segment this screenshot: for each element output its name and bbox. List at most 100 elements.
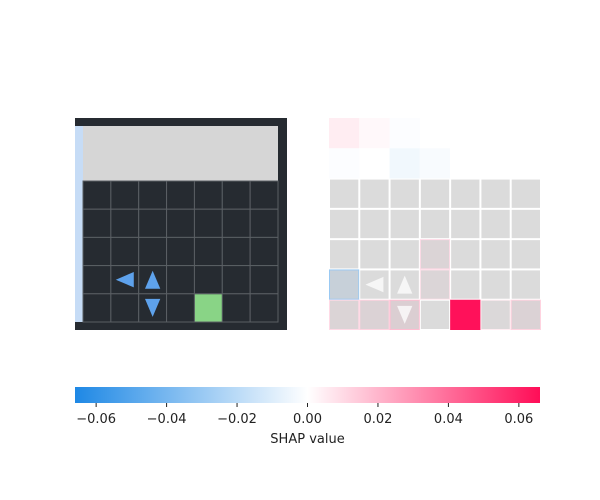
colorbar-tick-label: −0.04 (147, 412, 187, 427)
shap-cell-overlay (481, 240, 510, 269)
shap-cell-overlay (451, 301, 479, 329)
colorbar-tick-label: 0.04 (434, 412, 463, 427)
shap-cell (329, 118, 360, 149)
grid-cell (221, 180, 251, 210)
grid-cell (110, 293, 140, 323)
shap-cell (480, 118, 511, 149)
grid-cell (138, 180, 168, 210)
shap-cell-overlay (390, 240, 419, 269)
shap-cell (389, 148, 420, 179)
shap-arrows (365, 275, 413, 324)
goal-cell (194, 294, 222, 322)
shap-cell-overlay (330, 209, 359, 239)
grid-cell (82, 293, 112, 323)
grid-cell (249, 293, 279, 323)
colorbar-label: SHAP value (270, 432, 344, 447)
shap-panel (329, 118, 541, 330)
shap-cell-overlay (390, 179, 419, 208)
grid-cell (166, 293, 195, 323)
observation-panel (75, 118, 287, 330)
shap-cell-overlay (481, 300, 510, 329)
shap-cell-overlay (481, 179, 510, 208)
grid-cell (82, 265, 112, 295)
colorbar: −0.06 −0.04 −0.02 0.00 0.02 0.04 0.06 SHAP val… (75, 387, 540, 447)
shap-cell-overlay (451, 209, 480, 239)
shap-cell (419, 148, 451, 179)
shap-cell-overlay (420, 240, 450, 269)
shap-cell (359, 148, 390, 179)
grid-cell (193, 236, 223, 267)
shap-cell-overlay (451, 270, 480, 299)
grid-cell (249, 265, 279, 295)
shap-cell-overlay (330, 270, 359, 299)
shap-arrow-up-icon (397, 275, 413, 294)
agent-arrows (115, 270, 161, 317)
shap-cells (329, 118, 541, 330)
grid-cell (82, 208, 112, 238)
shap-cell-overlay (511, 300, 540, 329)
shap-cell (510, 148, 541, 179)
grid-cell (221, 208, 251, 238)
colorbar-tick-label: −0.06 (76, 412, 116, 427)
shap-cell-overlay (451, 179, 480, 208)
shap-cell (419, 118, 451, 149)
shap-cell (480, 148, 511, 179)
shap-cell-overlay (420, 300, 450, 329)
shap-cell-overlay (511, 270, 540, 299)
grid-cell (138, 236, 168, 267)
shap-cell-overlay (511, 179, 540, 208)
observation-left-strip (75, 126, 83, 322)
arrow-up-icon (144, 270, 161, 289)
shap-cell (329, 148, 360, 179)
shap-cell-overlay (390, 209, 419, 239)
grid-cell (110, 180, 140, 210)
grid-cell (193, 180, 223, 210)
grid-cell (110, 208, 140, 238)
grid-cell (193, 265, 223, 295)
grid-cell (166, 265, 195, 295)
shap-arrow-left-icon (365, 276, 384, 293)
grid-cell (193, 208, 223, 238)
shap-cell-overlay (330, 240, 359, 269)
shap-cell-overlay (330, 179, 359, 208)
grid-cell (249, 180, 279, 210)
grid-cell (221, 293, 251, 323)
shap-cell-overlay (360, 240, 389, 269)
shap-cell (450, 299, 481, 330)
shap-cell-overlay (511, 209, 540, 239)
shap-cell-overlay (420, 209, 450, 239)
grid-cell (166, 236, 195, 267)
shap-arrow-down-icon (397, 305, 413, 324)
shap-cell (359, 118, 390, 149)
grid-cell (249, 236, 279, 267)
shap-cell (389, 118, 420, 149)
shap-cell-overlay (511, 240, 540, 269)
arrow-left-icon (115, 272, 134, 288)
shap-cell (450, 148, 481, 179)
shap-cell-overlay (481, 270, 510, 299)
grid-cell (166, 208, 195, 238)
colorbar-tick-label: 0.00 (293, 412, 322, 427)
grid-cell (82, 236, 112, 267)
shap-cell-overlay (360, 179, 389, 208)
grid-cell (82, 180, 112, 210)
shap-cell-overlay (420, 179, 450, 208)
shap-cell (450, 118, 481, 149)
colorbar-ticks: −0.06 −0.04 −0.02 0.00 0.02 0.04 0.06 (76, 403, 533, 427)
shap-cell-overlay (481, 209, 510, 239)
grid-cell (110, 236, 140, 267)
colorbar-tick-label: −0.02 (217, 412, 257, 427)
shap-cell (510, 118, 541, 149)
grid-cell (221, 236, 251, 267)
shap-cell-overlay (330, 300, 359, 329)
grid-cell (138, 208, 168, 238)
shap-cell-overlay (451, 240, 480, 269)
colorbar-gradient (75, 387, 540, 403)
grid-cell (249, 208, 279, 238)
grid-cell (166, 180, 195, 210)
observation-grid (82, 180, 279, 323)
colorbar-tick-label: 0.06 (504, 412, 533, 427)
shap-cell-overlay (420, 270, 450, 299)
observation-header-area (83, 126, 278, 181)
